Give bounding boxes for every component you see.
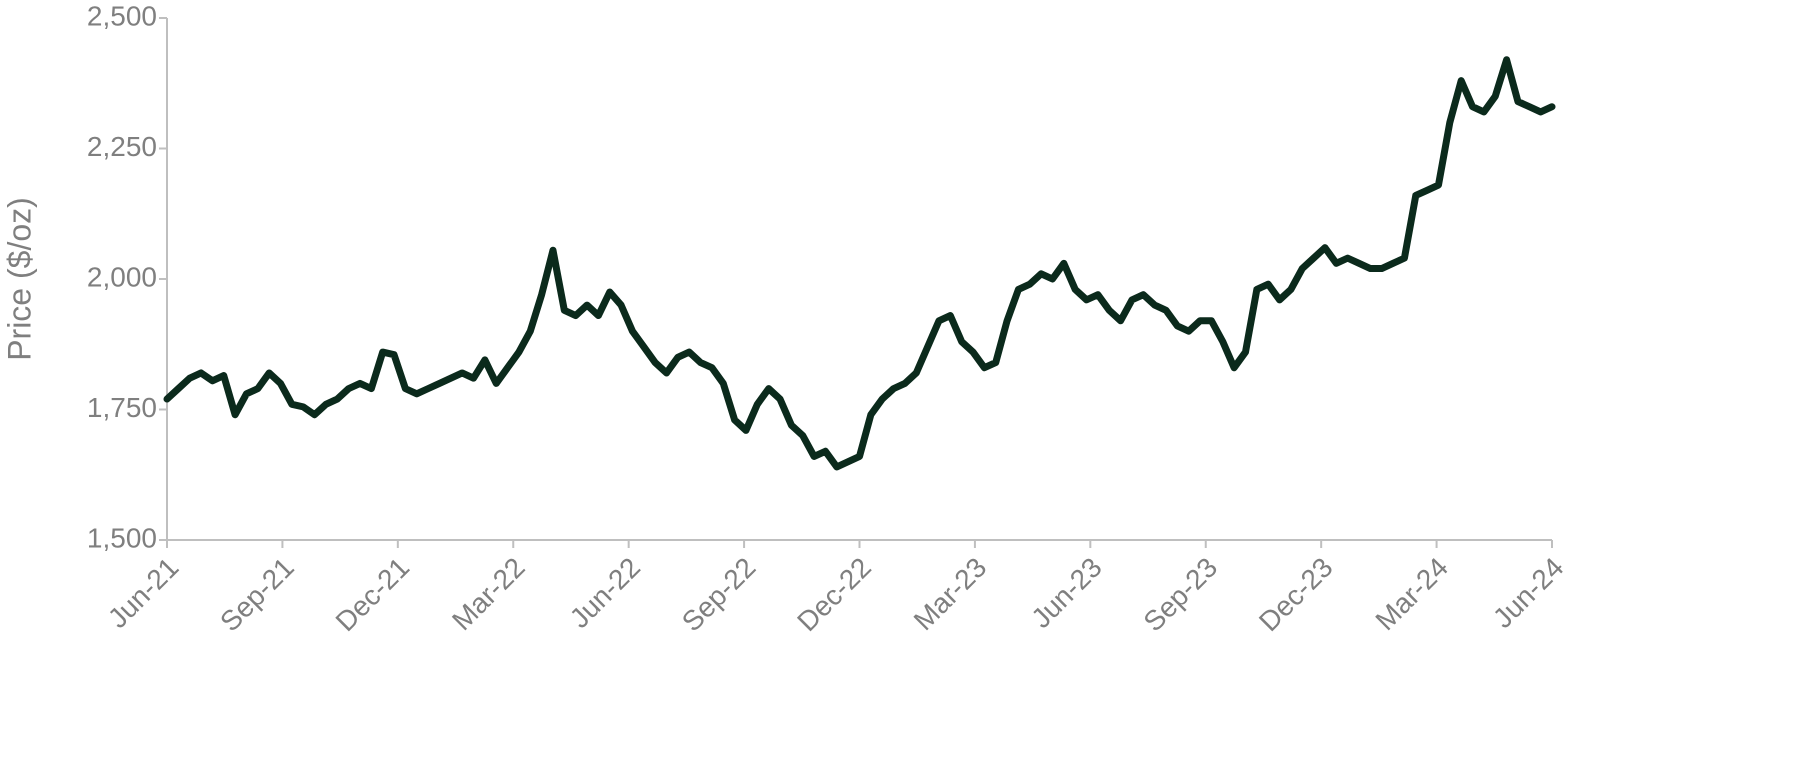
y-tick-label: 1,500 <box>87 522 157 553</box>
y-tick-label: 2,250 <box>87 131 157 162</box>
x-tick-label: Dec-21 <box>330 552 416 638</box>
y-tick-label: 2,000 <box>87 261 157 292</box>
price-line <box>163 56 1556 471</box>
x-tick-label: Sep-23 <box>1137 552 1223 638</box>
x-tick-label: Jun-22 <box>564 552 646 634</box>
x-tick-label: Dec-22 <box>791 552 877 638</box>
x-tick-label: Mar-23 <box>908 552 993 637</box>
y-tick-label: 1,750 <box>87 392 157 423</box>
y-axis-label: Price ($/oz) <box>1 197 37 361</box>
x-tick-label: Jun-24 <box>1487 552 1569 634</box>
x-tick-label: Mar-22 <box>446 552 531 637</box>
x-tick-label: Jun-23 <box>1025 552 1107 634</box>
y-tick-label: 2,500 <box>87 0 157 31</box>
x-tick-label: Jun-21 <box>102 552 184 634</box>
x-tick-label: Dec-23 <box>1253 552 1339 638</box>
x-tick-label: Sep-21 <box>214 552 300 638</box>
x-tick-label: Mar-24 <box>1369 552 1454 637</box>
x-tick-label: Sep-22 <box>676 552 762 638</box>
